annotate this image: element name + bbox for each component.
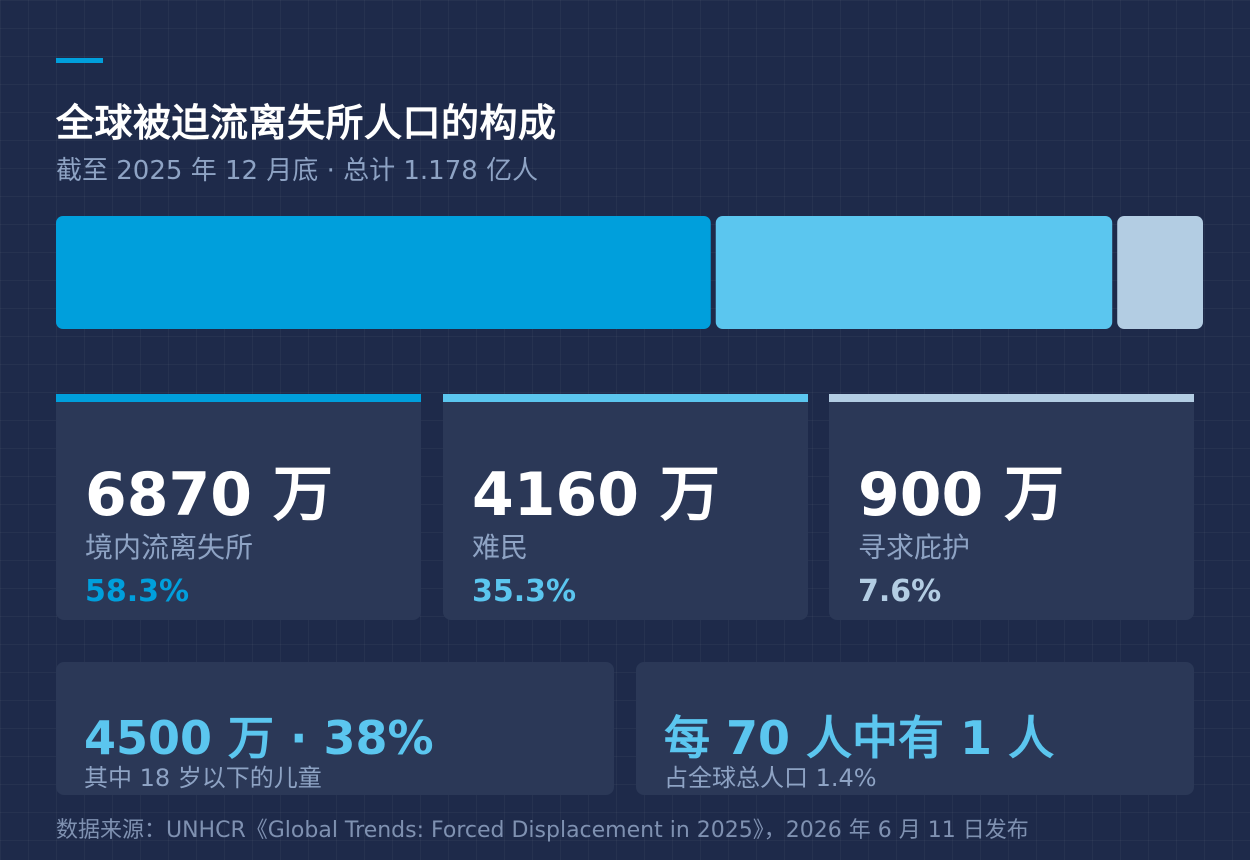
fact-caption: 其中 18 岁以下的儿童 bbox=[84, 764, 322, 792]
stacked-bar-svg bbox=[56, 216, 1203, 329]
card-value: 6870 万 bbox=[85, 460, 333, 530]
fact-card-children: 4500 万 · 38% 其中 18 岁以下的儿童 bbox=[56, 662, 614, 795]
fact-value: 每 70 人中有 1 人 bbox=[664, 711, 1055, 765]
stacked-bar bbox=[56, 216, 1203, 329]
card-value: 4160 万 bbox=[472, 460, 720, 530]
chart-title: 全球被迫流离失所人口的构成 bbox=[56, 101, 557, 145]
title-accent-line bbox=[56, 58, 103, 63]
card-accent-bar bbox=[56, 394, 421, 402]
stat-card-asylum-seekers: 900 万 寻求庇护 7.6% bbox=[829, 394, 1194, 620]
fact-caption: 占全球总人口 1.4% bbox=[664, 764, 877, 792]
bar-segment-2 bbox=[715, 216, 1113, 329]
card-accent-bar bbox=[829, 394, 1194, 402]
card-label: 寻求庇护 bbox=[858, 531, 971, 564]
card-label: 难民 bbox=[472, 531, 529, 564]
bar-segment-3 bbox=[1117, 216, 1203, 329]
fact-card-population-share: 每 70 人中有 1 人 占全球总人口 1.4% bbox=[636, 662, 1194, 795]
card-value: 900 万 bbox=[858, 460, 1065, 530]
fact-value: 4500 万 · 38% bbox=[84, 711, 434, 765]
chart-subtitle: 截至 2025 年 12 月底 · 总计 1.178 亿人 bbox=[56, 156, 539, 186]
stat-card-idp: 6870 万 境内流离失所 58.3% bbox=[56, 394, 421, 620]
card-percentage: 35.3% bbox=[472, 574, 577, 609]
card-percentage: 7.6% bbox=[858, 574, 942, 609]
card-percentage: 58.3% bbox=[85, 574, 190, 609]
bar-segment-1 bbox=[56, 216, 711, 329]
stat-card-refugees: 4160 万 难民 35.3% bbox=[443, 394, 808, 620]
card-accent-bar bbox=[443, 394, 808, 402]
card-label: 境内流离失所 bbox=[85, 531, 254, 564]
source-note: 数据来源：UNHCR《Global Trends: Forced Displac… bbox=[56, 818, 1029, 843]
